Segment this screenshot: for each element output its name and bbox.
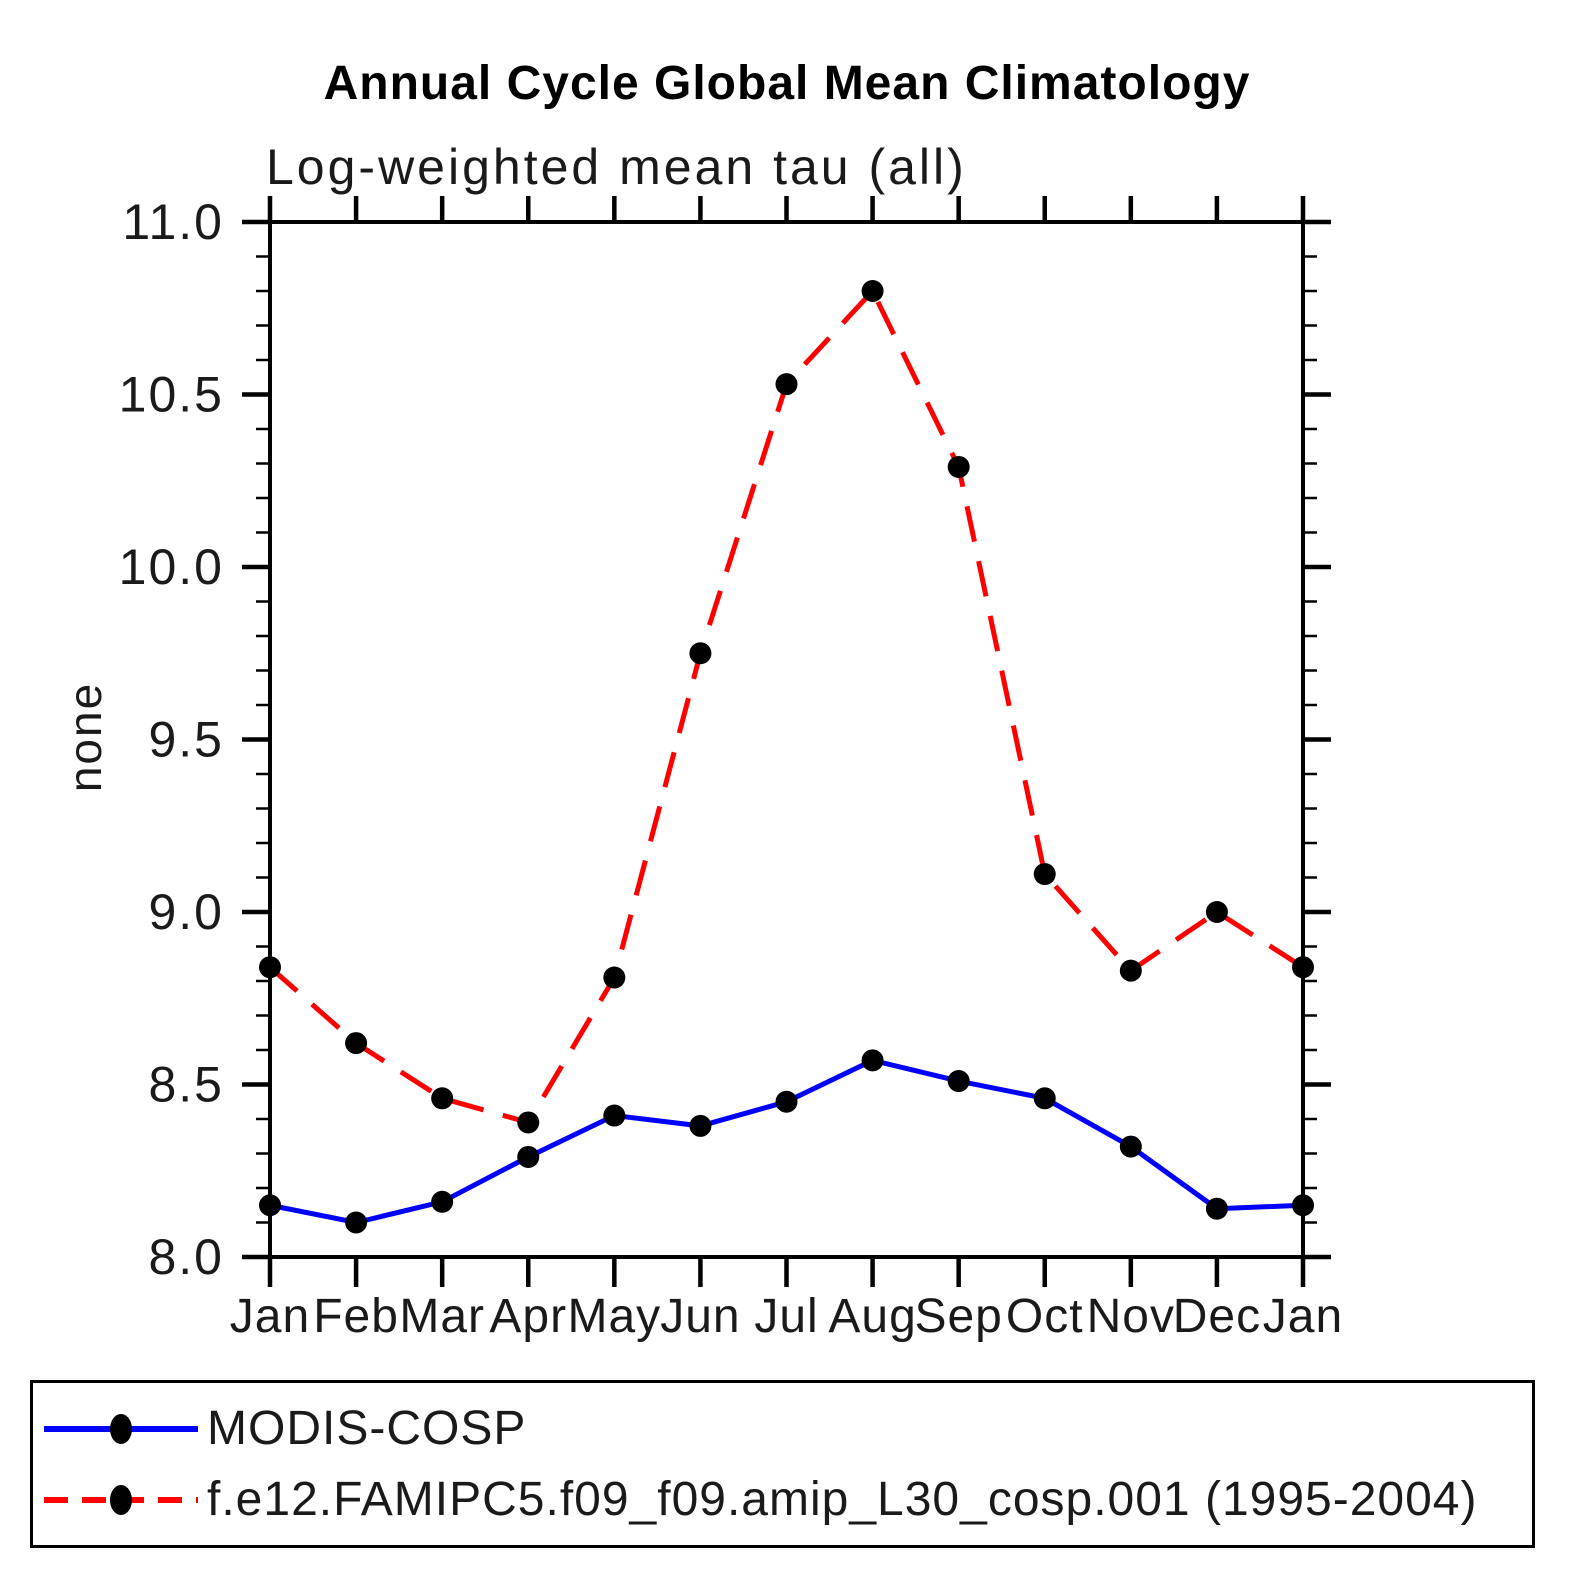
data-point-marker — [431, 1190, 454, 1213]
data-point-marker — [517, 1145, 540, 1168]
data-point-marker — [775, 1090, 798, 1113]
x-tick-label: Aug — [828, 1290, 916, 1343]
legend-marker-dashed-line-dot — [44, 1484, 198, 1515]
data-point-marker — [603, 1104, 626, 1127]
chart-subtitle: Log-weighted mean tau (all) — [266, 139, 967, 195]
x-tick-label: Sep — [914, 1290, 1002, 1343]
data-point-marker — [345, 1211, 368, 1234]
x-tick-label: Dec — [1173, 1290, 1261, 1343]
x-tick-label: May — [567, 1290, 661, 1343]
series-line-f-e12-famipc5-f09-f09-amip-l30 — [268, 286, 1305, 1126]
y-tick-label: 8.5 — [148, 1057, 224, 1113]
y-axis-ticks: 8.0 8.5 9.0 9.5 10.0 10.5 11.0 — [119, 194, 1331, 1285]
x-tick-label: Mar — [399, 1290, 485, 1343]
data-point-marker — [1119, 1135, 1142, 1158]
data-point-marker — [603, 966, 626, 989]
data-point-marker — [517, 1111, 540, 1134]
data-point-marker — [1033, 863, 1056, 886]
data-point-marker — [947, 455, 970, 478]
chart-title: Annual Cycle Global Mean Climatology — [323, 57, 1251, 110]
y-tick-label: 9.5 — [148, 712, 224, 768]
y-tick-label: 9.0 — [148, 884, 224, 940]
y-tick-label: 11.0 — [122, 194, 224, 250]
legend-box: MODIS-COSP f.e12.FAMIPC5.f09_f09.amip_L3… — [30, 1380, 1535, 1548]
data-point-marker — [1033, 1087, 1056, 1110]
legend-item-model-run: f.e12.FAMIPC5.f09_f09.amip_L30_cosp.001 … — [41, 1472, 1524, 1527]
x-tick-label: Apr — [489, 1290, 567, 1343]
data-point-marker — [1292, 1194, 1314, 1217]
legend-item-modis-cosp: MODIS-COSP — [41, 1401, 1524, 1456]
x-tick-label: Oct — [1006, 1290, 1084, 1343]
data-point-marker — [1205, 901, 1228, 923]
legend-label: f.e12.FAMIPC5.f09_f09.amip_L30_cosp.001 … — [207, 1473, 1478, 1526]
data-point-marker — [861, 1049, 884, 1072]
data-point-marker — [861, 280, 884, 302]
data-point-marker — [1205, 1197, 1228, 1220]
y-tick-label: 10.5 — [119, 367, 224, 423]
legend-marker-solid-line-dot — [44, 1413, 198, 1444]
y-tick-label: 8.0 — [148, 1229, 224, 1285]
x-tick-label: Feb — [313, 1290, 399, 1343]
data-point-marker — [689, 1114, 712, 1137]
data-point-marker — [259, 1194, 281, 1217]
x-tick-label: Jul — [754, 1290, 818, 1343]
x-tick-label: Jan — [230, 1290, 310, 1343]
x-tick-label: Nov — [1087, 1290, 1175, 1343]
data-point-marker — [689, 642, 712, 665]
data-point-marker — [431, 1087, 454, 1110]
y-tick-label: 10.0 — [119, 539, 224, 595]
data-point-marker — [345, 1032, 368, 1055]
data-point-marker — [1119, 959, 1142, 982]
plot-frame — [268, 220, 1305, 1259]
data-point-marker — [259, 956, 281, 979]
x-tick-label: Jun — [660, 1290, 740, 1343]
data-point-marker — [947, 1070, 970, 1093]
data-point-marker — [1292, 956, 1314, 979]
data-point-marker — [775, 373, 798, 396]
x-tick-label: Jan — [1263, 1290, 1343, 1343]
legend-label: MODIS-COSP — [207, 1402, 527, 1455]
